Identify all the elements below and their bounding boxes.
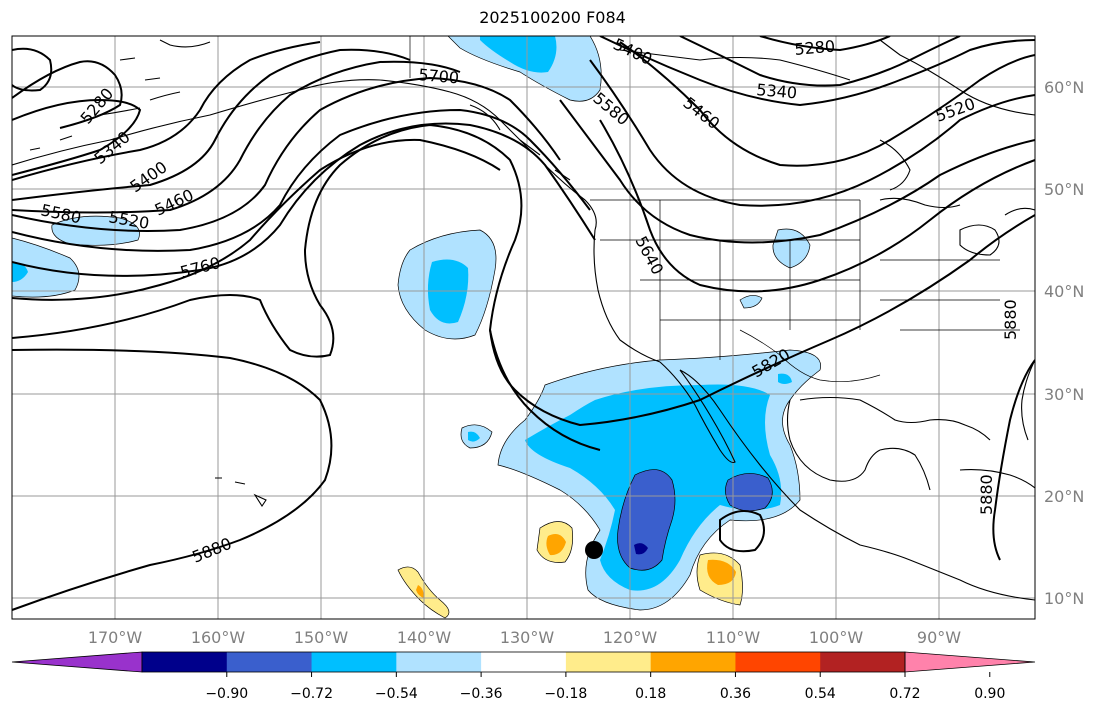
colorbar-swatch (565, 652, 652, 672)
colorbar-swatch (142, 652, 228, 672)
colorbar-tick-label: −0.18 (544, 686, 587, 702)
colorbar-swatch (735, 652, 821, 672)
colorbar: −0.90 −0.72 −0.54 −0.36 −0.18 0.18 0.36 0.54 0.7… (11, 651, 1036, 702)
contour-5820 (12, 123, 1035, 427)
contour-label: 5700 (418, 65, 460, 87)
contour-label: 5880 (977, 474, 996, 515)
plot-frame (11, 35, 1036, 620)
lon-label: 130°W (500, 628, 555, 647)
contour-label: 5280 (794, 37, 836, 59)
contour-label: 5880 (1001, 299, 1020, 340)
lon-label: 170°W (88, 628, 143, 647)
colorbar-outline (141, 651, 906, 673)
colorbar-tick-label: 0.90 (974, 686, 1005, 702)
colorbar-swatch (650, 652, 736, 672)
shading-layer (12, 36, 821, 619)
plot-area (12, 36, 1035, 619)
contour-label: 5340 (756, 80, 798, 102)
shade-patch-west-2 (12, 237, 80, 298)
contour-5460-west (12, 48, 411, 201)
contour-5400-east (599, 36, 1035, 107)
contour-5280-east (759, 36, 891, 52)
colorbar-tick-label: −0.90 (205, 686, 248, 702)
contour-5640-east (599, 119, 1035, 293)
colorbar-tick-label: −0.72 (290, 686, 333, 702)
contour-5760 (12, 138, 501, 301)
lon-label: 100°W (809, 628, 864, 647)
lon-label: 160°W (191, 628, 246, 647)
colorbar-tick-label: 0.18 (635, 686, 666, 702)
shade-patch-plains-2 (739, 295, 763, 309)
contour-5520-east (589, 59, 1035, 207)
contour-lines (12, 36, 1035, 611)
contour-5580-east (559, 99, 1035, 244)
colorbar-swatch (820, 652, 906, 672)
colorbar-swatch (226, 652, 313, 672)
lon-label: 90°W (917, 628, 961, 647)
shade-patch-baja-darkest (634, 543, 648, 555)
lat-label: 40°N (1044, 282, 1084, 301)
shade-patch-small-core (468, 431, 480, 442)
lat-label: 20°N (1044, 487, 1084, 506)
lon-labels: 170°W 160°W 150°W 140°W 130°W 120°W 110°… (88, 628, 961, 647)
colorbar-swatch (396, 652, 482, 672)
contour-5880-east (992, 359, 1035, 561)
colorbar-tick-label: −0.54 (375, 686, 418, 702)
contour-5340-east (679, 36, 961, 87)
contour-5460-east (619, 41, 1035, 167)
contour-5580-west (12, 76, 561, 232)
colorbar-swatch (311, 652, 397, 672)
lon-label: 140°W (397, 628, 452, 647)
contour-5880-south (489, 329, 601, 451)
contour-5520-west (12, 60, 461, 214)
colorbar-tick-label: −0.36 (460, 686, 503, 702)
lat-label: 30°N (1044, 385, 1084, 404)
contour-5880 (12, 348, 333, 611)
shade-patch-west-1 (51, 215, 140, 246)
colorbar-swatch (481, 652, 567, 672)
contour-5700 (12, 122, 596, 277)
lon-label: 150°W (294, 628, 349, 647)
lat-label: 50°N (1044, 180, 1084, 199)
map-title: 2025100200 F084 (479, 8, 626, 27)
shade-positive-3 (397, 566, 450, 619)
lat-label: 10°N (1044, 589, 1084, 608)
contour-5880-low (719, 510, 765, 553)
contour-5340-west (12, 98, 142, 176)
shade-positive-2-core (707, 559, 736, 585)
colorbar-tick-label: 0.72 (889, 686, 920, 702)
shade-patch-baja-dark (617, 469, 676, 571)
colorbar-tick-label: 0.54 (805, 686, 836, 702)
lon-label: 120°W (603, 628, 658, 647)
colorbar-extend-min (11, 651, 143, 673)
shade-patch-central-core (427, 259, 469, 324)
lat-label: 60°N (1044, 78, 1084, 97)
shade-patch-gulf-coast (778, 373, 792, 384)
contour-5400-west (12, 41, 321, 181)
contour-5280-west-2 (12, 60, 123, 129)
lon-label: 110°W (706, 628, 761, 647)
colorbar-tick-label: 0.36 (720, 686, 751, 702)
shade-patch-west-2-core (12, 262, 28, 282)
shade-positive-3-core (416, 585, 424, 598)
colorbar-extend-max (904, 651, 1036, 673)
storm-marker (585, 541, 603, 559)
contour-5640-west (12, 108, 591, 252)
shade-patch-mexico-dark (725, 473, 773, 512)
shade-patch-gulf-alaska-core (480, 36, 557, 73)
lat-labels: 60°N 50°N 40°N 30°N 20°N 10°N (1044, 78, 1084, 608)
shade-positive-1-core (546, 534, 566, 556)
